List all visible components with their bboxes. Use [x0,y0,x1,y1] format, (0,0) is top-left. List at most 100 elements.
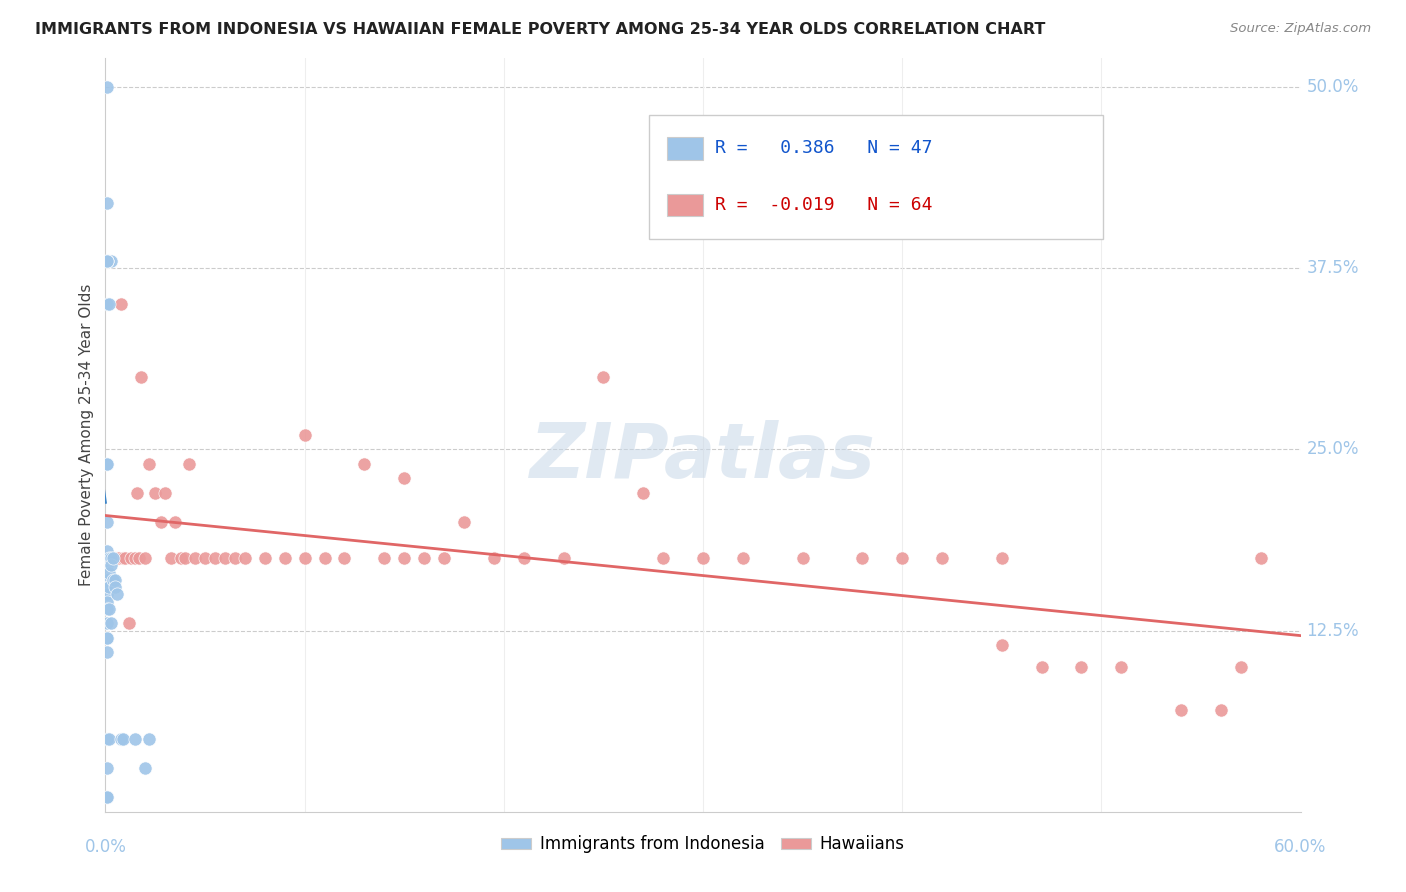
Text: 0.0%: 0.0% [84,838,127,856]
Point [96,196,118,211]
Point [143,485,166,500]
Point [98,297,121,311]
Point [731,551,754,566]
Point [990,638,1012,652]
Point [204,551,226,566]
Point [96,558,118,573]
Point [96,587,118,601]
Point [1070,660,1092,674]
Point [100,551,122,566]
Point [103,551,125,566]
Point [138,457,160,471]
Point [692,551,714,566]
Point [118,616,141,631]
Point [165,515,187,529]
Point [990,551,1012,566]
Point [96,631,118,645]
Point [392,551,416,566]
Point [96,253,118,268]
Point [112,732,135,747]
Point [100,551,122,566]
Point [1031,660,1053,674]
Text: IMMIGRANTS FROM INDONESIA VS HAWAIIAN FEMALE POVERTY AMONG 25-34 YEAR OLDS CORRE: IMMIGRANTS FROM INDONESIA VS HAWAIIAN FE… [35,22,1046,37]
Text: R =   0.386   N = 47: R = 0.386 N = 47 [716,139,932,157]
Point [170,551,193,566]
Point [107,551,129,566]
Point [482,551,505,566]
Point [294,428,316,442]
Point [851,551,873,566]
Point [333,551,356,566]
Point [120,551,142,566]
Point [138,732,160,747]
FancyBboxPatch shape [650,114,1104,239]
Point [100,616,122,631]
Point [633,485,655,500]
Point [233,551,256,566]
Text: Source: ZipAtlas.com: Source: ZipAtlas.com [1230,22,1371,36]
Point [1111,660,1133,674]
Text: 37.5%: 37.5% [1306,260,1360,277]
Point [96,80,118,95]
Text: 12.5%: 12.5% [1306,622,1360,640]
Point [112,551,135,566]
Point [129,370,153,384]
Point [96,457,118,471]
Point [96,594,118,608]
Point [96,253,118,268]
Text: ZIPatlas: ZIPatlas [530,420,876,494]
Point [127,485,149,500]
Point [150,515,173,529]
Point [194,551,217,566]
Point [931,551,953,566]
Point [96,790,118,805]
Point [96,253,118,268]
Point [214,551,236,566]
Point [96,645,118,659]
Point [453,515,475,529]
Point [177,457,201,471]
Point [592,370,614,384]
Point [96,515,118,529]
Point [891,551,914,566]
Point [110,732,132,747]
Point [134,551,156,566]
Point [96,602,118,616]
Point [184,551,207,566]
Point [98,732,121,747]
Point [103,573,125,587]
Point [98,580,121,594]
Point [353,457,375,471]
Point [104,551,127,566]
Point [153,485,177,500]
FancyBboxPatch shape [668,137,703,160]
Point [174,551,197,566]
Point [1209,703,1232,717]
Point [96,297,118,311]
Point [96,457,118,471]
Point [553,551,575,566]
Point [100,558,122,573]
Point [253,551,276,566]
Point [1229,660,1251,674]
Point [513,551,536,566]
Point [392,471,416,485]
Point [128,551,150,566]
Point [114,551,136,566]
Point [103,551,125,566]
Point [96,544,118,558]
Y-axis label: Female Poverty Among 25-34 Year Olds: Female Poverty Among 25-34 Year Olds [79,284,94,586]
Point [273,551,295,566]
Point [294,551,316,566]
Point [160,551,183,566]
Point [224,551,246,566]
Point [652,551,675,566]
Point [107,587,129,601]
Point [1250,551,1272,566]
Point [433,551,456,566]
Point [98,602,121,616]
Point [134,761,156,775]
Point [96,790,118,805]
Point [108,551,131,566]
Point [104,580,127,594]
